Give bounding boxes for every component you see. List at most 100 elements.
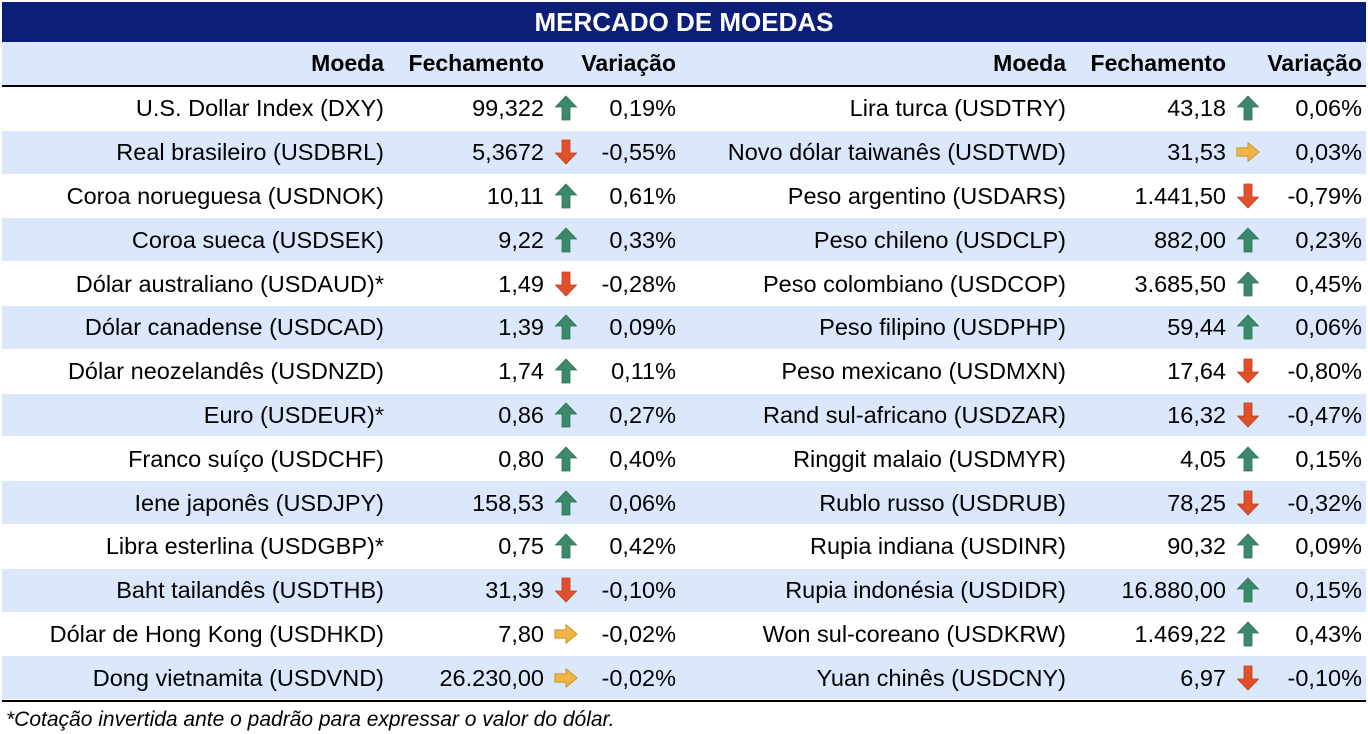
change-cell: 0,42% (546, 525, 680, 567)
closing-value: 158,53 (472, 489, 544, 516)
change-cell: 0,06% (546, 482, 680, 524)
closing-value: 1.441,50 (1134, 182, 1226, 209)
arrow-down-icon (552, 576, 580, 604)
closing-value: 6,97 (1180, 664, 1226, 691)
table-row: Iene japonês (USDJPY) 158,53 0,06% Rublo ru… (2, 481, 1366, 525)
arrow-down-icon (552, 138, 580, 166)
currency-name: Euro (USDEUR)* (203, 401, 384, 428)
table-row: Real brasileiro (USDBRL) 5,3672 -0,55% Novo… (2, 130, 1366, 175)
header-close-left: Fechamento (408, 50, 544, 76)
closing-value: 882,00 (1154, 226, 1226, 253)
arrow-up-icon (1234, 576, 1262, 604)
currency-name: Dólar neozelandês (USDNZD) (67, 358, 384, 385)
currency-name: Peso mexicano (USDMXN) (781, 358, 1066, 385)
table-row: Dólar canadense (USDCAD) 1,39 0,09% Peso fi… (2, 305, 1366, 350)
table-row: Dong vietnamita (USDVND) 26.230,00 -0,02% Y… (2, 656, 1366, 701)
arrow-up-icon (1234, 313, 1262, 341)
table-row: Dólar de Hong Kong (USDHKD) 7,80 -0,02% Won… (2, 613, 1366, 657)
change-percent: -0,80% (1287, 358, 1362, 385)
table-row: Franco suíço (USDCHF) 0,80 0,40% Ringgit ma… (2, 437, 1366, 482)
change-cell: 0,03% (1228, 131, 1366, 173)
currency-name: Won sul-coreano (USDKRW) (762, 620, 1066, 647)
change-cell: -0,02% (546, 613, 680, 655)
table-row: Dólar australiano (USDAUD)* 1,49 -0,28% Pes… (2, 262, 1366, 306)
closing-value: 43,18 (1167, 95, 1226, 122)
currency-name: Iene japonês (USDJPY) (134, 489, 384, 516)
change-percent: -0,55% (601, 139, 676, 166)
closing-value: 7,80 (498, 620, 544, 647)
change-cell: -0,47% (1228, 394, 1366, 436)
closing-value: 59,44 (1167, 314, 1226, 341)
table-body: U.S. Dollar Index (DXY) 99,322 0,19% Lira t… (2, 87, 1366, 701)
closing-value: 78,25 (1167, 489, 1226, 516)
table-row: Baht tailandês (USDTHB) 31,39 -0,10% Rupia … (2, 568, 1366, 613)
table-row: U.S. Dollar Index (DXY) 99,322 0,19% Lira t… (2, 87, 1366, 131)
currency-name: Rupia indiana (USDINR) (810, 533, 1066, 560)
change-percent: -0,79% (1287, 182, 1362, 209)
change-percent: 0,15% (1295, 445, 1362, 472)
currency-name: Peso filipino (USDPHP) (819, 314, 1066, 341)
change-percent: -0,02% (601, 620, 676, 647)
change-percent: 0,11% (611, 358, 676, 385)
closing-value: 90,32 (1167, 533, 1226, 560)
change-cell: 0,09% (546, 306, 680, 348)
closing-value: 26.230,00 (439, 664, 544, 691)
change-cell: 0,11% (546, 350, 680, 392)
header-close-right: Fechamento (1090, 50, 1226, 76)
closing-value: 0,86 (498, 401, 544, 428)
currency-name: Real brasileiro (USDBRL) (116, 139, 384, 166)
change-percent: 0,06% (1295, 314, 1362, 341)
arrow-up-icon (1234, 270, 1262, 298)
table-row: Coroa sueca (USDSEK) 9,22 0,33% Peso chilen… (2, 218, 1366, 263)
change-percent: 0,03% (1295, 139, 1362, 166)
currency-name: Coroa sueca (USDSEK) (131, 226, 384, 253)
currency-name: Coroa norueguesa (USDNOK) (66, 182, 384, 209)
currency-name: Yuan chinês (USDCNY) (816, 664, 1066, 691)
change-percent: 0,15% (1295, 577, 1362, 604)
currency-name: Franco suíço (USDCHF) (128, 445, 384, 472)
change-cell: -0,55% (546, 131, 680, 173)
currency-name: Dólar australiano (USDAUD)* (75, 270, 384, 297)
arrow-up-icon (1234, 620, 1262, 648)
currency-name: U.S. Dollar Index (DXY) (135, 95, 384, 122)
currency-name: Lira turca (USDTRY) (849, 95, 1066, 122)
change-percent: 0,33% (609, 226, 676, 253)
arrow-down-icon (1234, 664, 1262, 692)
arrow-down-icon (552, 270, 580, 298)
currency-name: Peso chileno (USDCLP) (813, 226, 1066, 253)
change-cell: 0,43% (1228, 613, 1366, 655)
footnote: *Cotação invertida ante o padrão para ex… (6, 708, 615, 732)
change-cell: -0,80% (1228, 350, 1366, 392)
change-cell: -0,10% (1228, 657, 1366, 699)
table-row: Coroa norueguesa (USDNOK) 10,11 0,61% Peso … (2, 175, 1366, 219)
closing-value: 31,53 (1167, 139, 1226, 166)
change-percent: 0,09% (1295, 533, 1362, 560)
arrow-right-icon (552, 620, 580, 648)
change-percent: 0,09% (609, 314, 676, 341)
header-row: Moeda Fechamento Variação Moeda Fechamen… (2, 42, 1366, 87)
change-percent: 0,40% (609, 445, 676, 472)
closing-value: 9,22 (498, 226, 544, 253)
change-cell: 0,15% (1228, 438, 1366, 480)
closing-value: 1.469,22 (1134, 620, 1226, 647)
arrow-up-icon (1234, 226, 1262, 254)
closing-value: 0,80 (498, 445, 544, 472)
header-currency-right: Moeda (993, 50, 1066, 76)
change-cell: -0,02% (546, 657, 680, 699)
change-cell: -0,28% (546, 263, 680, 305)
arrow-up-icon (552, 226, 580, 254)
table-row: Libra esterlina (USDGBP)* 0,75 0,42% Rupia … (2, 525, 1366, 569)
closing-value: 3.685,50 (1134, 270, 1226, 297)
table-bottom-border (2, 700, 1366, 703)
change-percent: 0,45% (1295, 270, 1362, 297)
arrow-up-icon (1234, 94, 1262, 122)
currency-name: Peso colombiano (USDCOP) (763, 270, 1066, 297)
table-row: Euro (USDEUR)* 0,86 0,27% Rand sul-africano… (2, 393, 1366, 438)
arrow-up-icon (552, 182, 580, 210)
arrow-up-icon (552, 445, 580, 473)
change-cell: 0,06% (1228, 306, 1366, 348)
currency-name: Rublo russo (USDRUB) (819, 489, 1066, 516)
change-percent: -0,10% (1287, 664, 1362, 691)
currency-name: Rand sul-africano (USDZAR) (763, 401, 1066, 428)
